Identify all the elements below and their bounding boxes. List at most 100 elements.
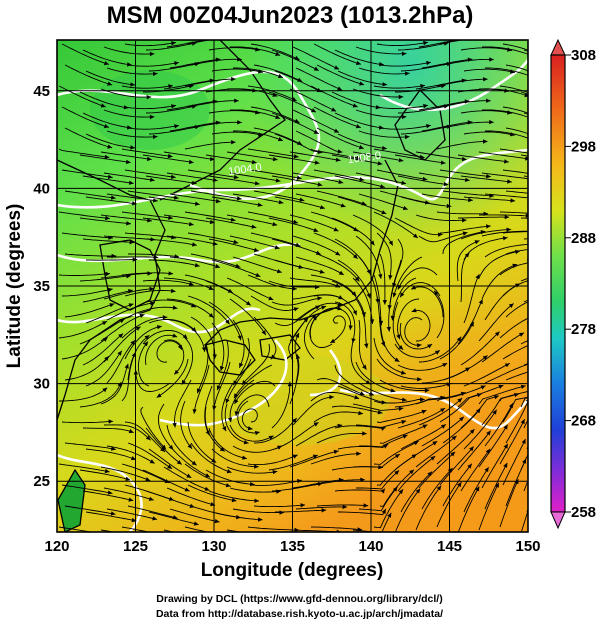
streamline-arrowhead <box>423 103 428 109</box>
streamline-arrowhead <box>235 263 241 268</box>
streamline-arrowhead <box>107 144 113 149</box>
streamline <box>460 228 512 240</box>
streamline-arrowhead <box>254 464 259 469</box>
streamline <box>79 381 122 408</box>
streamline-arrowhead <box>186 473 192 478</box>
streamline-arrowhead <box>382 145 387 151</box>
streamline-arrowhead <box>474 240 480 245</box>
streamline-arrowhead <box>333 227 339 232</box>
streamline <box>436 78 488 87</box>
streamline-arrowhead <box>145 477 151 482</box>
streamline <box>523 479 528 492</box>
streamline <box>232 508 284 514</box>
streamline-arrowhead <box>174 124 179 129</box>
streamline-arrowhead <box>275 178 281 183</box>
streamline <box>274 259 325 274</box>
streamline <box>82 333 124 366</box>
streamline <box>148 196 200 205</box>
streamline-arrowhead <box>187 443 192 449</box>
streamline <box>142 469 190 492</box>
streamline <box>433 290 445 339</box>
streamline-arrowhead <box>152 516 158 521</box>
streamline-arrowhead <box>469 446 474 452</box>
streamline-arrowhead <box>156 325 162 330</box>
colorbar-tick-label: 298 <box>571 138 596 155</box>
streamline-arrowhead <box>167 464 173 469</box>
streamline-arrowhead <box>105 271 111 277</box>
streamline <box>373 148 425 159</box>
streamline-arrowhead <box>276 269 282 274</box>
streamline <box>253 417 298 444</box>
streamline-arrowhead <box>128 429 134 434</box>
streamline <box>463 274 480 324</box>
streamline-arrowhead <box>394 470 400 475</box>
streamline <box>234 380 276 405</box>
streamline <box>442 121 494 129</box>
streamline <box>82 289 133 303</box>
streamline-arrowhead <box>483 77 488 82</box>
streamline-arrowhead <box>534 485 538 490</box>
streamline <box>166 172 218 182</box>
streamline-arrowhead <box>125 159 131 165</box>
streamline <box>140 406 167 450</box>
streamline <box>106 67 158 75</box>
streamline <box>334 175 386 188</box>
streamline <box>499 211 528 214</box>
streamline-arrowhead <box>546 153 551 157</box>
streamline <box>376 358 422 380</box>
streamline <box>373 274 382 326</box>
streamline <box>478 482 500 531</box>
streamline-arrowhead <box>359 177 365 182</box>
streamline-arrowhead <box>225 398 230 404</box>
streamline-arrowhead <box>420 397 425 402</box>
streamline <box>268 280 320 288</box>
streamline-arrowhead <box>478 299 483 305</box>
streamline <box>295 67 343 91</box>
streamline-arrowhead <box>335 157 341 162</box>
streamline-arrowhead <box>392 292 397 298</box>
streamline <box>232 337 250 386</box>
streamline-arrowhead <box>427 344 433 349</box>
streamline <box>397 298 420 340</box>
y-tick-label: 35 <box>33 278 50 295</box>
streamline <box>379 253 386 305</box>
streamline <box>399 322 433 350</box>
streamline <box>502 345 528 360</box>
streamline-arrowhead <box>388 240 393 246</box>
streamline <box>233 67 284 79</box>
streamline-arrowhead <box>279 510 284 515</box>
streamline <box>124 105 176 110</box>
streamline-arrowhead <box>251 159 257 165</box>
streamline-arrowhead <box>381 400 387 405</box>
streamline <box>457 430 492 471</box>
streamline <box>485 130 528 139</box>
streamline-arrowhead <box>209 156 215 162</box>
streamline-arrowhead <box>176 460 182 465</box>
streamline-arrowhead <box>234 399 239 404</box>
streamline-arrowhead <box>132 257 138 262</box>
streamline <box>337 196 387 215</box>
streamline-arrowhead <box>215 198 221 204</box>
streamline-arrowhead <box>508 303 514 308</box>
streamline <box>208 427 247 460</box>
streamline <box>187 40 213 45</box>
streamline <box>250 479 302 486</box>
streamline <box>103 326 141 363</box>
streamline-arrowhead <box>172 422 177 428</box>
streamline-arrowhead <box>148 496 154 501</box>
streamline-arrowhead <box>216 385 221 391</box>
streamline-arrowhead <box>237 120 242 125</box>
streamline <box>187 100 239 108</box>
streamline-arrowhead <box>231 76 236 82</box>
streamline-arrowhead <box>570 180 575 184</box>
streamline-arrowhead <box>272 470 278 475</box>
streamline <box>484 363 528 384</box>
streamline-arrowhead <box>464 177 470 182</box>
streamline-arrowhead <box>234 411 239 416</box>
streamline-arrowhead <box>475 274 480 280</box>
streamline <box>295 506 348 510</box>
streamline-arrowhead <box>230 217 236 222</box>
streamline-arrowhead <box>546 213 551 217</box>
streamline <box>208 490 260 502</box>
streamline-arrowhead <box>545 338 550 342</box>
